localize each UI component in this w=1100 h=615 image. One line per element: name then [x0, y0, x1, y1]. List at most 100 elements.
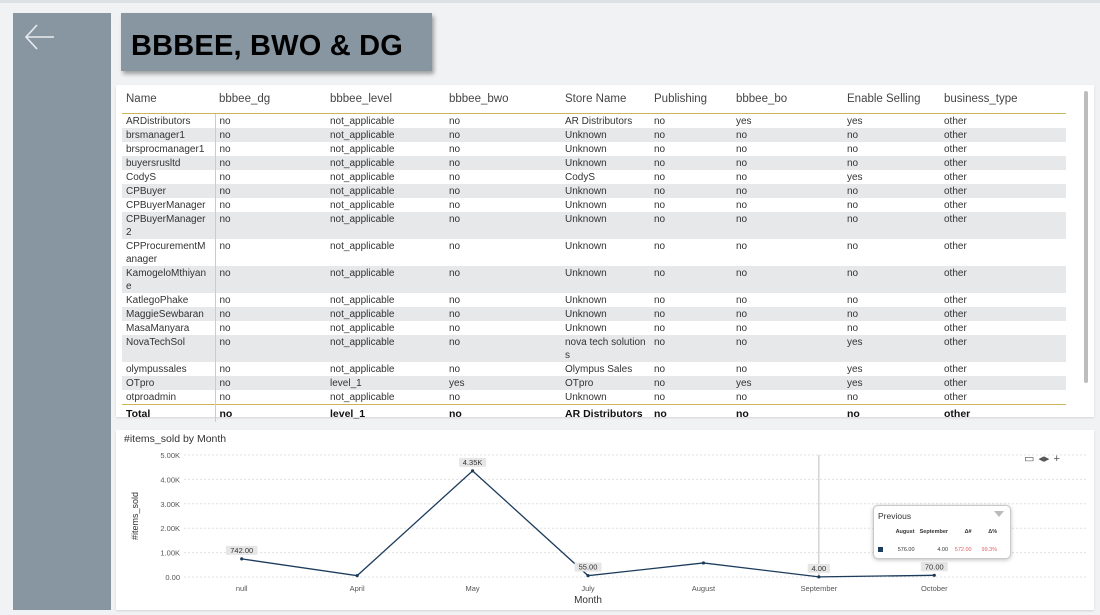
table-cell: no: [843, 128, 940, 142]
total-cell: no: [732, 404, 843, 422]
table-cell: Unknown: [561, 266, 650, 293]
table-cell: yes: [847, 116, 863, 127]
table-header-row: Name bbbee_dg bbbee_level bbbee_bwo Store Na…: [122, 85, 1066, 114]
tooltip-value: 572.00: [954, 547, 972, 553]
table-cell: no: [650, 335, 732, 362]
table-row: brsmanager1 no not_applicable no Unknown no no…: [122, 128, 1066, 142]
tooltip-value: 4.00: [937, 547, 949, 553]
table-cell: no: [843, 266, 940, 293]
table-cell: Unknown: [561, 128, 650, 142]
x-tick-label: July: [581, 584, 595, 593]
tooltip-value-row: 576.00 4.00 572.00 99.3%: [878, 547, 997, 553]
tooltip-header: Δ%: [988, 529, 998, 535]
table-cell: KatlegoPhake: [122, 293, 216, 307]
table-cell: other: [944, 241, 967, 252]
table-cell: not_applicable: [330, 200, 395, 211]
table-cell: yes: [445, 376, 561, 390]
data-label-bg: [225, 545, 258, 555]
column-header[interactable]: Publishing: [650, 85, 732, 114]
table-cell: brsmanager1: [122, 128, 216, 142]
table-cell: not_applicable: [326, 184, 445, 198]
data-point: [470, 469, 475, 473]
table-cell: no: [847, 241, 859, 252]
chevron-down-icon[interactable]: [994, 511, 1004, 517]
table-cell: AR Distributors: [565, 116, 633, 127]
table-cell: Unknown: [565, 200, 607, 211]
users-table-visual: Name bbbee_dg bbbee_level bbbee_bwo Store Na…: [116, 85, 1094, 422]
table-cell: brsprocmanager1: [122, 142, 216, 156]
table-cell: yes: [736, 116, 752, 127]
table-cell: no: [843, 184, 940, 198]
table-cell: no: [449, 392, 461, 403]
table-cell: no: [219, 241, 231, 252]
focus-mode-icon[interactable]: ▭: [1024, 453, 1035, 465]
total-cell: other: [940, 404, 1066, 422]
x-axis-title: Month: [574, 595, 602, 606]
table-cell: no: [219, 392, 231, 403]
table-cell: other: [944, 200, 967, 211]
column-header[interactable]: Store Name: [561, 85, 650, 114]
table-scrollbar[interactable]: [1084, 91, 1088, 383]
table-cell: no: [215, 376, 326, 390]
table-row: CPBuyerManager2 no not_applicable no Unknown…: [122, 212, 1066, 239]
table-row: olympussales no not_applicable no Olympus Sa…: [122, 362, 1066, 376]
table-cell: no: [219, 295, 231, 306]
table-cell: no: [736, 295, 748, 306]
column-header[interactable]: business_type: [940, 85, 1066, 114]
table-cell: no: [732, 212, 843, 239]
tooltip-header: August: [895, 529, 915, 535]
column-header[interactable]: bbbee_level: [326, 85, 445, 114]
table-cell: other: [940, 156, 1066, 170]
page-title: BBBEE, BWO & DG: [131, 30, 404, 62]
tooltip-title: Previous: [878, 511, 912, 521]
items-sold-chart-visual: #items_sold by Month ▭ ◂▸ + 0.00 1.00K 2.00K…: [116, 430, 1094, 610]
table-cell: no: [847, 323, 859, 334]
table-cell: no: [219, 323, 231, 334]
table-cell: no: [847, 392, 859, 403]
table-cell: no: [732, 266, 843, 293]
table-cell: no: [650, 307, 732, 321]
tooltip-value: 576.00: [897, 547, 915, 553]
x-tick-label: September: [801, 584, 838, 593]
top-border: [0, 0, 1100, 3]
table-cell: no: [736, 364, 748, 375]
more-options-icon[interactable]: +: [1053, 453, 1060, 465]
table-cell: no: [445, 266, 561, 293]
table-cell: other: [940, 335, 1066, 362]
table-cell: not_applicable: [330, 144, 395, 155]
table-cell: no: [449, 323, 461, 334]
back-arrow-icon[interactable]: [23, 20, 57, 54]
table-row: CPBuyerManager no not_applicable no Unknown n…: [122, 198, 1066, 212]
table-row: CPProcurementManager no not_applicable no Un…: [122, 239, 1066, 266]
table-cell: not_applicable: [330, 364, 395, 375]
column-header[interactable]: Enable Selling: [843, 85, 940, 114]
table-cell: no: [445, 212, 561, 239]
column-header[interactable]: Name: [122, 85, 215, 114]
table-row: MasaManyara no not_applicable no Unknown no no…: [122, 321, 1066, 335]
tooltip-value: 99.3%: [981, 547, 998, 553]
table-cell: no: [215, 266, 326, 293]
y-tick-label: 3.00K: [160, 500, 180, 509]
y-tick-label: 4.00K: [160, 475, 180, 484]
table-cell: no: [650, 184, 732, 198]
x-tick-label: October: [921, 584, 948, 593]
drill-icon[interactable]: ◂▸: [1038, 453, 1050, 465]
table-cell: no: [736, 392, 748, 403]
table-cell: no: [654, 116, 666, 127]
column-header[interactable]: bbbee_bwo: [445, 85, 561, 114]
table-row: otproadmin no not_applicable no Unknown no no n…: [122, 390, 1066, 405]
table-cell: CPBuyerManager2: [122, 212, 216, 239]
table-cell: NovaTechSol: [122, 335, 216, 362]
table-cell: no: [215, 212, 326, 239]
series-swatch: [878, 547, 883, 553]
column-header[interactable]: bbbee_dg: [215, 85, 326, 114]
table-cell: not_applicable: [326, 307, 445, 321]
total-cell: level_1: [326, 404, 445, 422]
table-total-row: Total no level_1 no AR Distributors no no no oth…: [122, 404, 1066, 422]
column-header[interactable]: bbbee_bo: [732, 85, 843, 114]
table-cell: no: [732, 156, 843, 170]
data-label: 742.00: [230, 546, 253, 555]
table-cell: Unknown: [565, 241, 607, 252]
data-point: [701, 561, 706, 565]
data-point: [240, 557, 244, 561]
